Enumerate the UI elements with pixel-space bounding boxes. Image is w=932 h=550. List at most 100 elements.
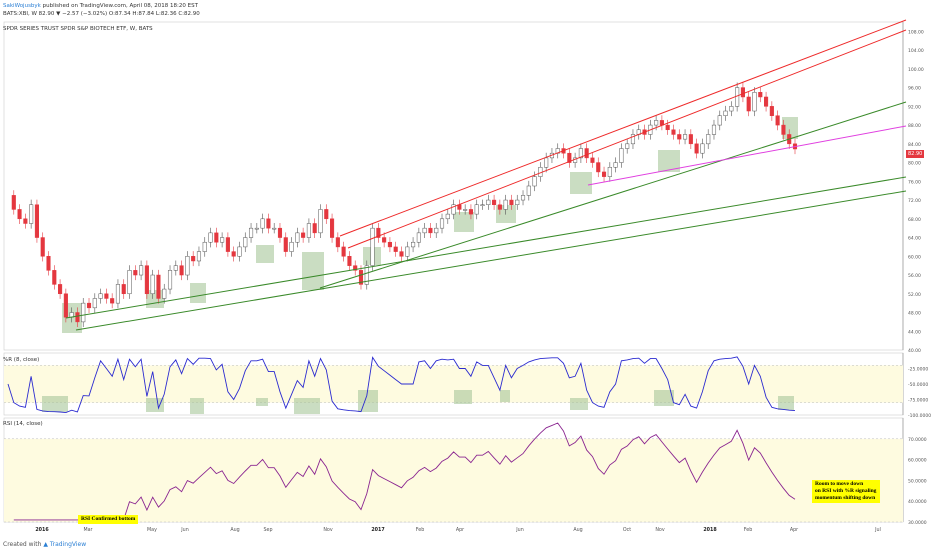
candle-body <box>98 293 103 299</box>
x-tick-label: Mar <box>83 527 92 533</box>
candle-body <box>266 218 271 229</box>
candle-body <box>75 312 80 323</box>
price-tick-label: 48.00 <box>908 311 921 317</box>
candle-body <box>150 274 155 295</box>
candle-body <box>191 256 196 262</box>
candle-body <box>347 256 352 266</box>
ohlc-line: BATS:XBI, W 82.90 ▼ −2.57 (−3.02%) O:87.… <box>3 11 200 17</box>
x-tick-label: Jun <box>515 527 524 533</box>
candle-body <box>422 227 427 234</box>
trendline-steep <box>319 101 907 289</box>
candle-body <box>619 148 624 163</box>
chart-title: SPDR SERIES TRUST SPDR S&P BIOTECH ETF, … <box>3 26 153 32</box>
candle-body <box>393 246 398 252</box>
price-tick-label: 72.00 <box>908 198 921 204</box>
author-link[interactable]: SakiWojusbyk <box>3 3 41 9</box>
highlight-box <box>454 212 474 232</box>
candle-body <box>625 143 630 149</box>
candle-body <box>717 115 722 126</box>
candle-body <box>318 209 323 234</box>
candle-body <box>468 209 473 215</box>
candle-body <box>156 274 161 299</box>
channel-upper-line <box>339 19 907 237</box>
wr-panel-label: %R (8, close) <box>3 357 40 363</box>
candle-body <box>283 237 288 252</box>
rsi-tick-label: 70.0000 <box>908 437 927 443</box>
candle-body <box>706 134 711 145</box>
candle-body <box>133 270 138 276</box>
candle-body <box>451 204 456 215</box>
candle-body <box>92 298 97 309</box>
candle-body <box>740 87 745 98</box>
rsi-tick-label: 60.0000 <box>908 458 927 464</box>
candle-body <box>63 293 68 318</box>
candle-body <box>330 218 335 238</box>
wr-tick-label: -100.0000 <box>908 413 931 419</box>
candle-body <box>173 265 178 271</box>
wr-highlight-box <box>42 396 68 412</box>
highlight-box <box>302 252 324 290</box>
candle-body <box>613 162 618 168</box>
candle-body <box>486 199 491 205</box>
created-with-text: Created with <box>3 541 42 548</box>
price-tick-label: 44.00 <box>908 329 921 335</box>
candle-body <box>492 199 497 205</box>
candle-body <box>729 106 734 112</box>
candle-body <box>341 246 346 257</box>
candle-body <box>723 110 728 116</box>
highlight-box <box>256 245 274 263</box>
candle-body <box>370 227 375 266</box>
candle-body <box>428 227 433 234</box>
channel-lower-line <box>347 29 907 249</box>
trendline-mid <box>65 176 907 319</box>
footer: Created with ▲ TradingView <box>3 541 86 548</box>
price-tick-label: 84.00 <box>908 142 921 148</box>
candle-body <box>752 92 757 112</box>
candle-body <box>683 134 688 140</box>
wr-tick-label: -25.0000 <box>908 367 928 373</box>
candle-body <box>196 251 202 262</box>
x-tick-label: Sep <box>263 527 272 533</box>
candle-body <box>254 227 259 230</box>
note-line-2: on RSI with %R signaling <box>815 488 877 494</box>
price-tick-label: 88.00 <box>908 123 921 129</box>
price-tick-label: 56.00 <box>908 273 921 279</box>
candle-body <box>601 171 607 177</box>
candle-body <box>590 157 595 163</box>
candle-body <box>23 218 28 224</box>
price-tick-label: 96.00 <box>908 86 921 92</box>
room-to-move-note: Room to move down on RSI with %R signali… <box>812 480 880 503</box>
panel-frame <box>3 21 904 351</box>
candle-body <box>11 195 16 210</box>
candle-body <box>167 270 173 290</box>
wr-highlight-box <box>294 398 320 414</box>
candle-body <box>411 241 416 248</box>
candle-body <box>382 237 387 243</box>
wr-highlight-box <box>256 398 268 406</box>
candle-body <box>434 227 439 234</box>
candle-body <box>324 209 329 220</box>
candle-body <box>596 162 601 173</box>
candle-body <box>769 106 774 116</box>
candle-body <box>104 293 109 299</box>
tradingview-logo-text[interactable]: TradingView <box>49 541 87 548</box>
wr-highlight-box <box>358 390 378 412</box>
price-tick-label: 52.00 <box>908 292 921 298</box>
candle-body <box>34 204 39 238</box>
candle-body <box>335 237 340 248</box>
highlight-box <box>782 117 798 139</box>
x-tick-label: Oct <box>623 527 631 533</box>
candle-body <box>225 237 230 252</box>
rsi-bottom-note: RSI Confirmed bottom <box>78 515 139 524</box>
candle-body <box>289 241 294 252</box>
price-tick-label: 80.00 <box>908 161 921 167</box>
rsi-tick-label: 50.0000 <box>908 478 927 484</box>
x-tick-label: Aug <box>230 527 239 533</box>
wr-line <box>7 356 796 414</box>
x-tick-label: Aug <box>573 527 582 533</box>
note-line-1: Room to move down <box>815 481 864 487</box>
candle-body <box>248 227 254 238</box>
candle-body <box>312 223 317 234</box>
wr-band <box>4 365 903 403</box>
candle-body <box>532 176 537 187</box>
